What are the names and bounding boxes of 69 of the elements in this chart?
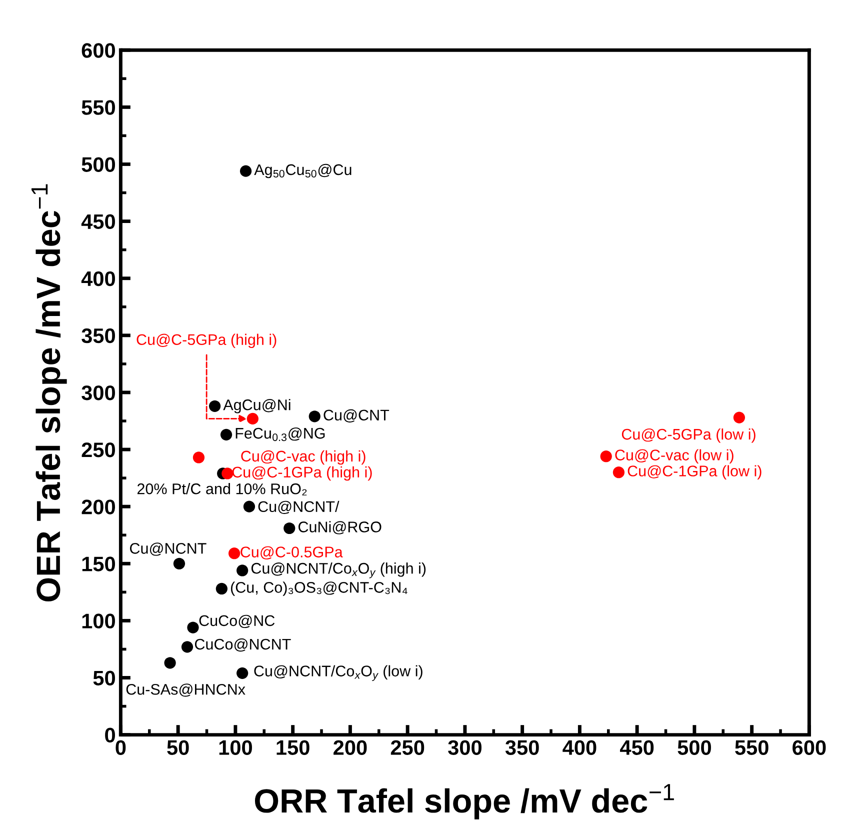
point [308, 410, 320, 422]
x-tick-label: 50 [167, 740, 189, 755]
point [246, 412, 258, 425]
point [222, 468, 234, 480]
y-tick-label: 300 [82, 385, 115, 400]
x-tick-label: 400 [562, 740, 596, 755]
annotation: Cu-SAs@HNCNx [126, 684, 246, 697]
annotation: Cu@NCNT/Co$_{x}$O$_{y}$ (high i) [251, 562, 426, 578]
annotation: CuNi@RGO [298, 521, 382, 534]
point [220, 428, 232, 440]
point [216, 582, 228, 595]
annotation: CuCo@NC [199, 614, 275, 628]
point [192, 452, 205, 464]
point [173, 558, 186, 570]
x-tick-label: 0 [116, 740, 126, 755]
point [600, 450, 612, 462]
y-tick-label: 600 [82, 43, 115, 58]
annotation: Cu@C-vac (low i) [615, 449, 734, 464]
y-tick-label: 400 [81, 271, 115, 286]
annotation: Cu@NCNT/ [258, 500, 340, 514]
annotation: Cu@C-1GPa (low i) [628, 465, 762, 480]
point [187, 622, 199, 634]
y-tick-label: 250 [82, 442, 115, 458]
x-tick-label: 200 [334, 740, 367, 755]
point [181, 641, 194, 653]
annotation: Cu@NCNT/Co$_{x}$O$_{y}$ (low i) [254, 665, 422, 681]
annotation: CuCo@NCNT [194, 638, 291, 652]
point [236, 667, 248, 679]
annotation: AgCu@Ni [223, 399, 290, 414]
x-tick-label: 250 [390, 740, 424, 755]
x-tick-label: 100 [219, 740, 252, 755]
y-tick-label: 550 [82, 100, 115, 115]
annotation: Cu@C-0.5GPa [240, 546, 343, 560]
annotation: FeCu$_{0.3}$@NG [236, 427, 325, 442]
y-tick-label: 50 [93, 670, 115, 686]
point [208, 400, 221, 412]
y-tick-label: 150 [82, 556, 115, 572]
annotation: 20% Pt/C and 10% RuO₂ [137, 483, 307, 496]
point [733, 412, 746, 424]
x-tick-label: 300 [448, 740, 482, 755]
point [164, 657, 176, 669]
annotation: Cu@NCNT [130, 542, 206, 556]
y-tick-label: 500 [82, 157, 115, 172]
annotation: Ag$_{50}$Cu$_{50}$@Cu [254, 164, 352, 178]
annotation: Cu@C-1GPa (high i) [232, 466, 372, 481]
y-tick-label: 0 [105, 728, 115, 743]
x-tick-label: 500 [678, 740, 711, 755]
x-tick-label: 600 [792, 740, 826, 755]
point [228, 548, 240, 560]
x-axis-title: ORR Tafel slope /mV dec$^{−1}$ [254, 784, 674, 820]
y-tick-label: 350 [82, 328, 115, 344]
annotation: Cu@CNT [324, 409, 390, 422]
annotation: (Cu, Co)₃OS₃@CNT-C₃N₄ [230, 582, 408, 596]
y-tick-label: 450 [81, 214, 115, 230]
annotation: Cu@C-vac (high i) [241, 450, 366, 465]
y-tick-label: 100 [82, 614, 115, 628]
y-tick-label: 200 [82, 500, 115, 514]
x-tick-label: 150 [276, 740, 310, 755]
x-tick-label: 350 [505, 740, 539, 755]
point [284, 522, 296, 534]
point [612, 466, 625, 478]
point [240, 165, 252, 177]
x-tick-label: 450 [620, 740, 654, 755]
x-tick-label: 550 [735, 740, 768, 755]
point [243, 500, 256, 512]
annotation: Cu@C-5GPa (high i) [136, 334, 276, 348]
point [236, 564, 248, 576]
y-axis-title: OER Tafel slope /mV dec$^{−1}$ [32, 184, 67, 602]
annotation: Cu@C-5GPa (low i) [622, 428, 756, 443]
